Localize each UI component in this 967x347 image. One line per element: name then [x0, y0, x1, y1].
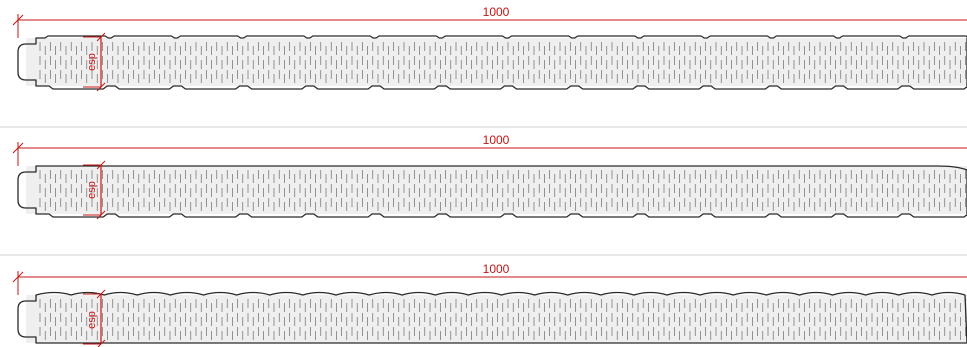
- panel-outline: [17, 165, 967, 218]
- insulation-core: [26, 166, 967, 214]
- panel-section-2: 1000 esp: [12, 133, 967, 220]
- insulation-core: [26, 295, 967, 343]
- thickness-label: esp: [86, 53, 98, 71]
- panel-outline: [17, 35, 967, 90]
- width-label: 1000: [483, 133, 510, 147]
- thickness-label: esp: [86, 181, 98, 199]
- thickness-label: esp: [86, 311, 98, 329]
- panel-section-3: 1000 esp: [12, 262, 967, 347]
- width-dimension: 1000: [12, 262, 967, 295]
- panel-outline: [17, 291, 967, 344]
- insulation-core: [26, 38, 967, 86]
- thickness-dimension: esp: [83, 160, 106, 220]
- core-hatching: [39, 42, 966, 83]
- panel-body: [17, 35, 967, 90]
- width-label: 1000: [483, 262, 510, 276]
- width-dimension: 1000: [12, 133, 967, 166]
- panel-body: [17, 165, 967, 218]
- panel-section-1: 1000 esp: [12, 5, 967, 92]
- panel-body: [17, 291, 967, 344]
- width-label: 1000: [483, 5, 510, 19]
- width-dimension: 1000: [12, 5, 967, 38]
- thickness-dimension: esp: [83, 289, 106, 347]
- core-hatching: [39, 170, 966, 211]
- thickness-dimension: esp: [83, 32, 106, 92]
- core-hatching: [39, 299, 966, 340]
